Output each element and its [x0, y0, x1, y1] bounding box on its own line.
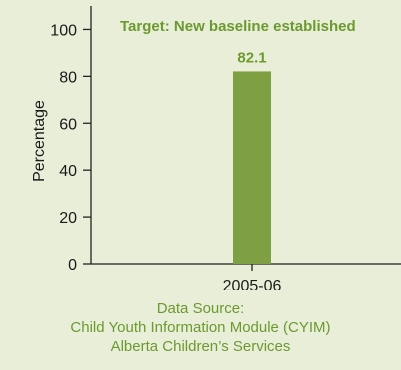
bar-value-label-2005-06: 82.1: [237, 49, 266, 66]
y-tick-label-40: 40: [59, 163, 77, 180]
data-source-line-2: Alberta Children’s Services: [110, 338, 291, 355]
y-tick-label-0: 0: [68, 257, 77, 274]
y-tick-label-80: 80: [59, 69, 77, 86]
y-axis-label: Percentage: [31, 100, 48, 182]
y-tick-label-20: 20: [59, 210, 77, 227]
bar-chart: Target: New baseline established Percent…: [31, 6, 401, 290]
y-tick-label-60: 60: [59, 116, 77, 133]
chart-title: Target: New baseline established: [120, 18, 356, 35]
y-tick-label-100: 100: [50, 22, 77, 39]
data-source-line-1: Child Youth Information Module (CYIM): [70, 319, 331, 336]
data-source-block: Data Source: Child Youth Information Mod…: [0, 299, 401, 356]
data-source-heading: Data Source:: [156, 300, 245, 317]
bar-2005-06: [233, 71, 271, 265]
x-tick-label-2005-06: 2005-06: [223, 278, 282, 290]
